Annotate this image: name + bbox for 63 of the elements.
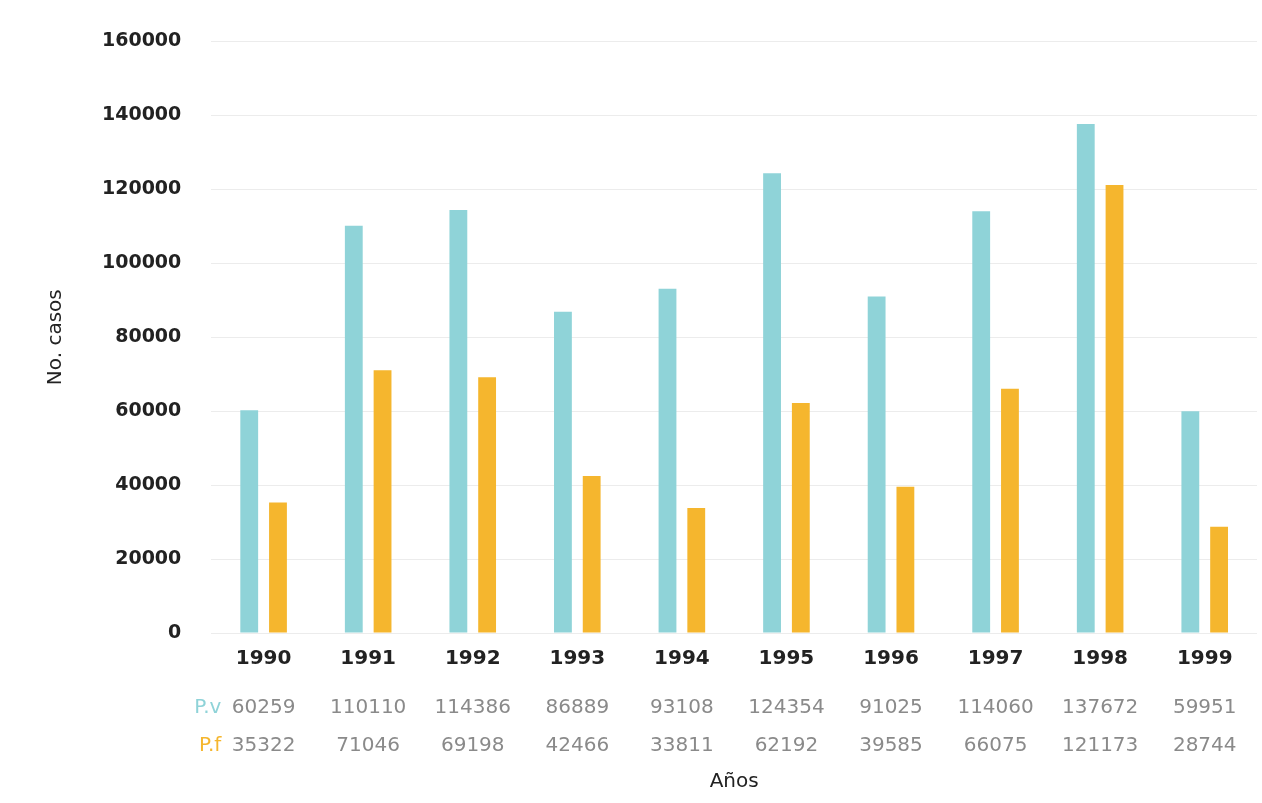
data-label: 59951 [1172, 694, 1237, 719]
y-tick-label: 160000 [101, 28, 182, 51]
bar [269, 502, 287, 633]
x-tick-label: 1995 [758, 645, 815, 670]
data-label: 114386 [434, 694, 511, 719]
bar [344, 225, 363, 633]
bar [449, 210, 468, 633]
bar [687, 507, 706, 633]
y-tick-label: 120000 [101, 176, 182, 199]
text: P.v [194, 694, 222, 719]
x-axis-title: Años [709, 768, 759, 793]
x-tick-label: 1992 [444, 645, 501, 670]
data-label: 33811 [650, 732, 714, 757]
y-tick-label: 20000 [115, 545, 182, 568]
bar [658, 288, 677, 633]
bar [1105, 184, 1124, 633]
x-tick-label: 1990 [235, 645, 292, 670]
data-label: 28744 [1172, 732, 1237, 757]
data-label: 39585 [859, 732, 923, 757]
data-label: 69198 [440, 732, 505, 757]
data-label: 137672 [1061, 694, 1139, 719]
x-tick-label: 1998 [1072, 645, 1128, 670]
bar [554, 311, 572, 633]
bar [582, 475, 601, 633]
data-label: 121173 [1061, 732, 1139, 757]
bar [896, 486, 915, 633]
y-axis-title: No. casos [42, 289, 67, 386]
bar [791, 403, 810, 633]
x-tick-label: 1996 [863, 645, 919, 670]
x-tick-label: 1999 [1176, 645, 1233, 670]
data-label: 93108 [650, 694, 714, 719]
data-label: 91025 [859, 694, 923, 719]
data-label: 71046 [336, 732, 400, 757]
bar [763, 173, 781, 633]
y-tick-label: 140000 [101, 102, 182, 125]
data-label: 62192 [754, 732, 819, 757]
bar [1181, 411, 1200, 633]
x-tick-label: 1994 [654, 645, 710, 670]
data-label: 35322 [231, 732, 296, 757]
bar [373, 370, 392, 633]
bar [1076, 123, 1095, 633]
y-tick-label: 100000 [101, 250, 182, 273]
bar [1001, 388, 1019, 633]
text: P.f [198, 732, 223, 757]
bar [240, 410, 259, 633]
x-tick-label: 1993 [549, 645, 606, 670]
y-tick-label: 0 [168, 619, 182, 642]
data-label: 60259 [231, 694, 296, 719]
bar [867, 296, 886, 633]
bar [1210, 526, 1229, 633]
y-tick-label: 80000 [115, 324, 182, 347]
data-label: 66075 [963, 732, 1028, 757]
data-label: 124354 [748, 694, 825, 719]
y-tick-label: 60000 [115, 398, 182, 421]
data-label: 42466 [545, 732, 610, 757]
y-tick-label: 40000 [115, 472, 182, 495]
data-label: 114060 [957, 694, 1034, 719]
data-label: 110110 [329, 694, 407, 719]
bar [972, 211, 991, 633]
x-tick-label: 1997 [967, 645, 1024, 670]
x-tick-label: 1991 [340, 645, 397, 670]
bar [478, 377, 497, 633]
data-label: 86889 [545, 694, 610, 719]
